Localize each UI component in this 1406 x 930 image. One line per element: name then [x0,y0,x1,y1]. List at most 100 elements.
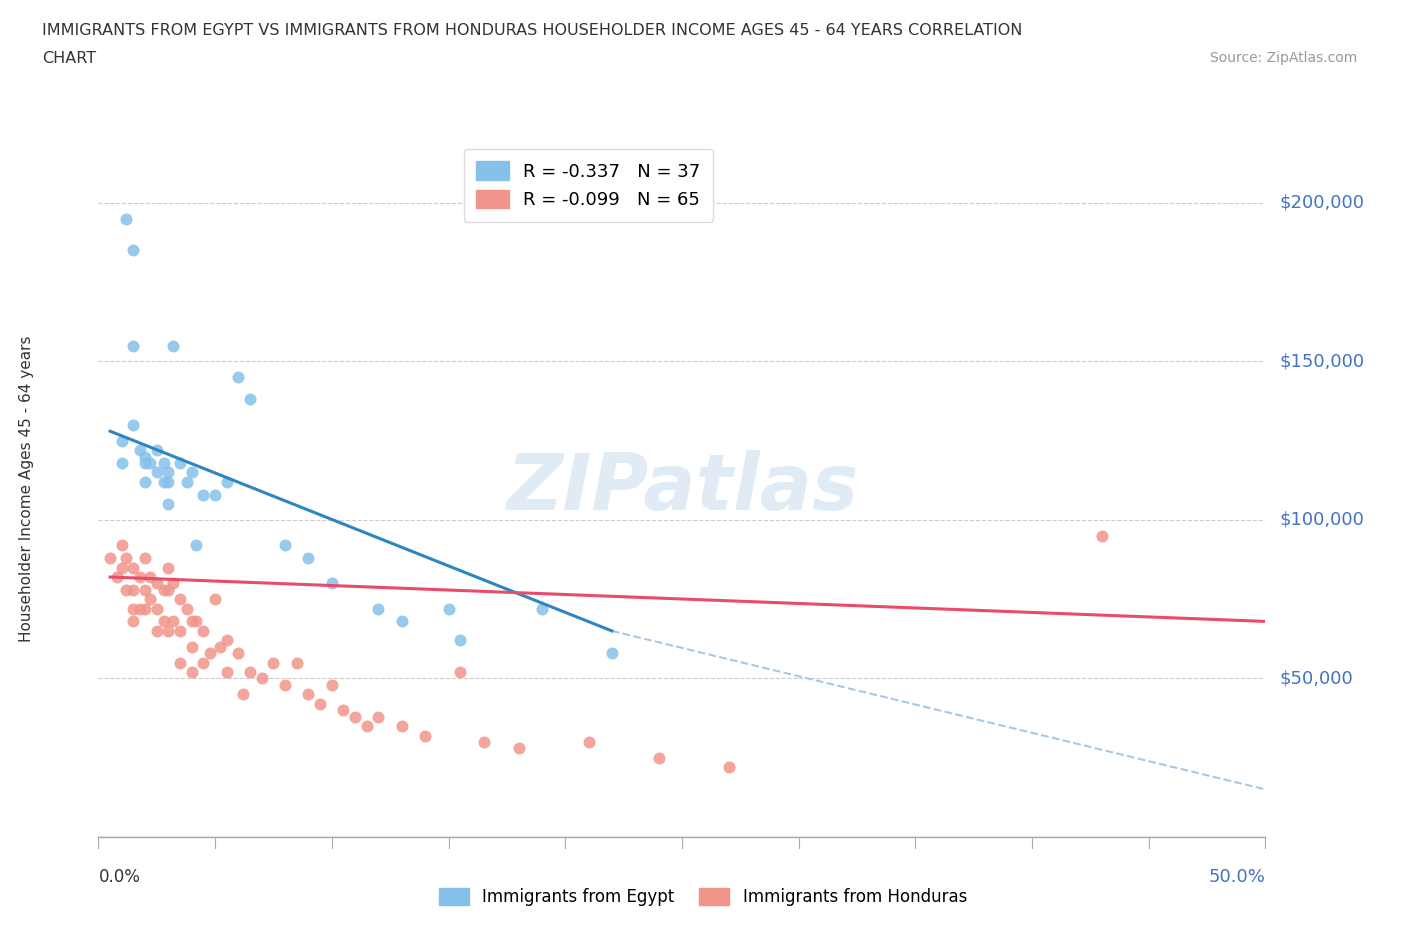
Point [176,602,198,617]
Point [367,602,389,617]
Point [162,576,184,591]
Point [578,735,600,750]
Point [111,560,134,575]
Point [152,474,174,489]
Text: 0.0%: 0.0% [98,868,141,885]
Text: 50.0%: 50.0% [1209,868,1265,885]
Legend: R = -0.337   N = 37, R = -0.099   N = 65: R = -0.337 N = 37, R = -0.099 N = 65 [464,149,713,221]
Point [391,719,413,734]
Point [208,639,231,654]
Point [169,456,191,471]
Point [146,623,169,638]
Point [321,576,343,591]
Point [228,370,250,385]
Point [152,582,174,597]
Point [98,551,121,565]
Point [134,582,156,597]
Point [169,591,191,606]
Point [157,465,180,480]
Point [139,569,162,584]
Legend: Immigrants from Egypt, Immigrants from Honduras: Immigrants from Egypt, Immigrants from H… [432,881,974,912]
Point [321,677,343,692]
Text: $100,000: $100,000 [1279,511,1364,529]
Text: Source: ZipAtlas.com: Source: ZipAtlas.com [1209,51,1357,65]
Point [297,551,319,565]
Text: $200,000: $200,000 [1279,194,1364,212]
Point [530,602,553,617]
Point [122,614,145,629]
Point [274,538,297,552]
Point [193,655,215,670]
Point [228,645,250,660]
Point [204,487,226,502]
Point [129,602,152,617]
Point [215,474,238,489]
Point [449,633,471,648]
Point [180,639,202,654]
Point [122,339,145,353]
Point [105,569,128,584]
Point [647,751,669,765]
Point [215,633,238,648]
Text: ZIPatlas: ZIPatlas [506,450,858,526]
Text: Householder Income Ages 45 - 64 years: Householder Income Ages 45 - 64 years [18,335,34,642]
Point [274,677,297,692]
Point [717,760,740,775]
Point [344,709,367,724]
Point [134,474,156,489]
Point [600,645,623,660]
Point [176,474,198,489]
Point [122,560,145,575]
Point [262,655,284,670]
Point [180,614,202,629]
Point [122,602,145,617]
Point [122,582,145,597]
Point [232,687,254,702]
Point [157,474,180,489]
Point [413,728,436,743]
Point [332,703,354,718]
Point [115,211,138,226]
Point [146,576,169,591]
Point [134,551,156,565]
Point [1091,528,1114,543]
Point [309,697,332,711]
Point [200,645,222,660]
Point [111,456,134,471]
Point [134,602,156,617]
Point [180,465,202,480]
Point [239,392,262,407]
Point [146,602,169,617]
Point [122,418,145,432]
Point [157,582,180,597]
Text: CHART: CHART [42,51,96,66]
Point [134,456,156,471]
Point [193,487,215,502]
Point [186,614,208,629]
Point [111,538,134,552]
Point [146,443,169,458]
Text: $150,000: $150,000 [1279,352,1364,370]
Point [193,623,215,638]
Point [157,560,180,575]
Point [297,687,319,702]
Point [180,665,202,680]
Point [152,456,174,471]
Point [122,243,145,258]
Point [169,623,191,638]
Point [157,497,180,512]
Point [115,582,138,597]
Point [111,433,134,448]
Point [356,719,378,734]
Point [146,465,169,480]
Point [169,655,191,670]
Point [437,602,460,617]
Point [367,709,389,724]
Point [285,655,308,670]
Point [391,614,413,629]
Point [139,456,162,471]
Point [157,623,180,638]
Point [162,614,184,629]
Point [449,665,471,680]
Point [508,741,530,756]
